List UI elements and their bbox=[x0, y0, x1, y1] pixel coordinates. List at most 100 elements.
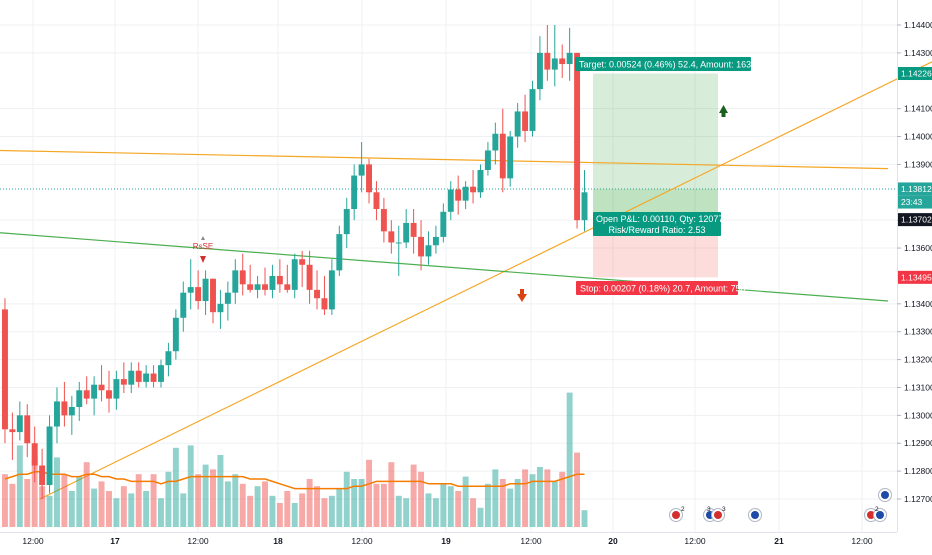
candle-body-54 bbox=[403, 222, 410, 243]
candle-body-28 bbox=[210, 278, 216, 313]
candle-body-49 bbox=[366, 164, 372, 193]
volume-bar-25 bbox=[187, 445, 194, 527]
volume-bar-75 bbox=[559, 471, 566, 527]
price-tick-label-8: 1.13300 bbox=[904, 327, 932, 337]
volume-bar-29 bbox=[217, 455, 224, 527]
volume-bar-47 bbox=[351, 479, 358, 527]
price-badge-label-2: 23:43 bbox=[901, 197, 923, 207]
volume-bar-66 bbox=[492, 469, 499, 527]
volume-bar-14 bbox=[106, 491, 112, 527]
candle-body-50 bbox=[373, 192, 380, 210]
candle-body-66 bbox=[492, 133, 499, 151]
volume-bar-70 bbox=[522, 469, 529, 527]
up-arrow-icon bbox=[719, 105, 728, 113]
trendline-green-descending bbox=[0, 232, 889, 302]
candle-body-31 bbox=[232, 270, 239, 293]
price-badge-box-2 bbox=[898, 195, 932, 209]
price-tick-label-14: 1.12700 bbox=[904, 494, 932, 504]
candle-body-42 bbox=[314, 289, 320, 299]
price-tick-label-1: 1.14300 bbox=[904, 48, 932, 58]
candle-body-18 bbox=[135, 370, 142, 382]
volume-bar-41 bbox=[306, 479, 313, 527]
event-flag-count-3: 2 bbox=[875, 506, 879, 513]
candle-body-29 bbox=[217, 303, 224, 313]
annotation-label: RsSE bbox=[193, 242, 213, 251]
candle-body-24 bbox=[180, 292, 187, 318]
candle-body-73 bbox=[544, 52, 551, 70]
volume-bar-0 bbox=[2, 474, 8, 527]
time-tick-label-2: 12:00 bbox=[187, 536, 209, 546]
event-flag-icon-2 bbox=[714, 511, 722, 519]
candle-body-10 bbox=[76, 390, 83, 407]
annotation-arrow-down bbox=[200, 256, 206, 263]
volume-bar-21 bbox=[158, 498, 164, 527]
volume-bar-34 bbox=[254, 486, 261, 527]
candle-body-1 bbox=[9, 429, 16, 433]
time-tick-label-8: 12:00 bbox=[684, 536, 706, 546]
candle-body-6 bbox=[46, 426, 53, 486]
candle-body-32 bbox=[239, 270, 246, 285]
candle-body-35 bbox=[262, 284, 268, 290]
volume-bar-50 bbox=[373, 483, 380, 527]
candle-body-15 bbox=[113, 379, 120, 399]
candle-body-3 bbox=[24, 415, 31, 444]
event-flag-icon-5 bbox=[876, 511, 884, 519]
price-tick-label-4: 1.13900 bbox=[904, 159, 932, 169]
volume-bar-43 bbox=[321, 498, 328, 527]
candle-body-4 bbox=[31, 443, 38, 466]
candle-body-11 bbox=[83, 390, 90, 399]
stop-label-box bbox=[576, 281, 738, 295]
volume-bar-24 bbox=[180, 493, 187, 527]
price-tick-label-13: 1.12800 bbox=[904, 466, 932, 476]
volume-bar-10 bbox=[76, 476, 83, 527]
price-tick-label-7: 1.13400 bbox=[904, 299, 932, 309]
candle-body-2 bbox=[16, 415, 23, 433]
candle-body-67 bbox=[499, 133, 506, 179]
candle-body-68 bbox=[507, 136, 514, 179]
candle-body-38 bbox=[284, 284, 291, 290]
price-tick-label-12: 1.12900 bbox=[904, 438, 932, 448]
candle-body-41 bbox=[306, 264, 313, 290]
volume-bar-64 bbox=[477, 507, 484, 527]
trendline-orange-descending bbox=[0, 149, 889, 170]
price-badge-box-3 bbox=[898, 213, 932, 227]
candle-body-25 bbox=[187, 287, 194, 293]
candle-body-78 bbox=[581, 192, 588, 221]
candle-body-40 bbox=[299, 259, 306, 265]
candle-body-46 bbox=[343, 209, 350, 235]
candle-body-45 bbox=[336, 234, 343, 271]
volume-bar-4 bbox=[31, 455, 38, 527]
volume-bar-37 bbox=[276, 503, 283, 527]
candle-body-22 bbox=[165, 351, 172, 366]
candle-body-52 bbox=[388, 231, 395, 243]
volume-bar-27 bbox=[202, 464, 209, 527]
candle-body-12 bbox=[91, 384, 98, 399]
candle-body-65 bbox=[484, 150, 491, 170]
volume-bar-51 bbox=[380, 483, 387, 527]
price-badge-box-1 bbox=[898, 182, 932, 196]
volume-bar-6 bbox=[46, 495, 53, 527]
candle-body-33 bbox=[247, 284, 254, 290]
volume-bar-17 bbox=[128, 493, 135, 527]
candle-body-74 bbox=[551, 58, 558, 70]
volume-bar-67 bbox=[499, 479, 506, 527]
volume-bar-69 bbox=[514, 479, 521, 527]
candle-body-37 bbox=[276, 275, 283, 285]
volume-bar-63 bbox=[470, 498, 477, 527]
time-tick-label-5: 19 bbox=[441, 536, 451, 546]
time-tick-label-1: 17 bbox=[110, 536, 120, 546]
candle-body-20 bbox=[150, 373, 157, 382]
volume-bar-20 bbox=[150, 474, 157, 527]
up-arrow-stem bbox=[721, 113, 726, 117]
candle-body-5 bbox=[39, 465, 46, 486]
candle-body-27 bbox=[202, 278, 209, 302]
candle-body-56 bbox=[418, 236, 425, 257]
candle-body-9 bbox=[68, 406, 75, 416]
price-tick-label-3: 1.14000 bbox=[904, 132, 932, 142]
candle-body-23 bbox=[172, 317, 179, 352]
volume-bar-40 bbox=[299, 493, 306, 527]
volume-bar-32 bbox=[239, 483, 246, 527]
volume-bar-7 bbox=[54, 457, 60, 527]
volume-bar-12 bbox=[91, 488, 98, 527]
